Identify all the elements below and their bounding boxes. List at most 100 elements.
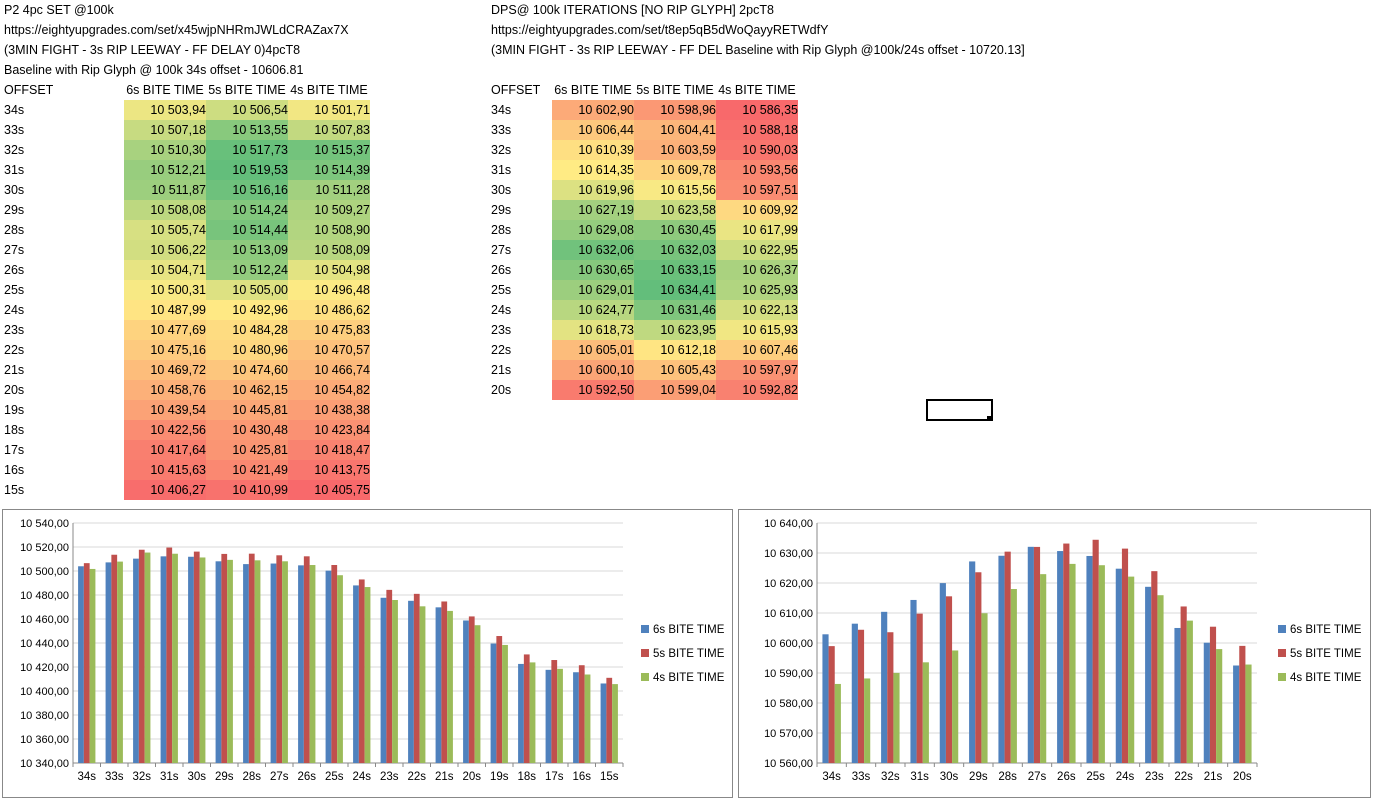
value-cell[interactable]: 10 509,27 [288, 200, 370, 220]
value-cell[interactable]: 10 590,03 [716, 140, 798, 160]
value-cell[interactable]: 10 607,46 [716, 340, 798, 360]
value-cell[interactable]: 10 512,24 [206, 260, 288, 280]
value-cell[interactable]: 10 606,44 [552, 120, 634, 140]
bar[interactable] [1157, 595, 1164, 763]
bar[interactable] [893, 672, 900, 763]
offset-cell[interactable]: 21s [491, 363, 512, 377]
value-cell[interactable]: 10 633,15 [634, 260, 716, 280]
value-cell[interactable]: 10 510,30 [124, 140, 206, 160]
value-cell[interactable]: 10 610,39 [552, 140, 634, 160]
bar[interactable] [1216, 649, 1223, 763]
bar[interactable] [353, 585, 359, 763]
value-cell[interactable]: 10 603,59 [634, 140, 716, 160]
value-cell[interactable]: 10 634,41 [634, 280, 716, 300]
value-cell[interactable]: 10 486,62 [288, 300, 370, 320]
bar[interactable] [1209, 626, 1217, 763]
header-5s[interactable]: 5s BITE TIME [208, 83, 286, 97]
value-cell[interactable]: 10 423,84 [288, 420, 370, 440]
bar[interactable] [573, 672, 579, 763]
value-cell[interactable]: 10 505,00 [206, 280, 288, 300]
bar[interactable] [998, 555, 1005, 763]
bar[interactable] [612, 684, 618, 763]
bar[interactable] [975, 572, 982, 763]
bar[interactable] [981, 613, 988, 763]
offset-cell[interactable]: 30s [4, 183, 25, 197]
bar[interactable] [969, 561, 976, 763]
offset-cell[interactable]: 16s [4, 463, 25, 477]
value-cell[interactable]: 10 618,73 [552, 320, 634, 340]
value-cell[interactable]: 10 517,73 [206, 140, 288, 160]
offset-cell[interactable]: 20s [491, 383, 512, 397]
bar[interactable] [557, 668, 563, 763]
value-cell[interactable]: 10 623,58 [634, 200, 716, 220]
value-cell[interactable]: 10 630,45 [634, 220, 716, 240]
value-cell[interactable]: 10 438,38 [288, 400, 370, 420]
value-cell[interactable]: 10 415,63 [124, 460, 206, 480]
left-title-line-4[interactable]: Baseline with Rip Glyph @ 100k 34s offse… [4, 63, 304, 77]
left-title-line-2[interactable]: https://eightyupgrades.com/set/x45wjpNHR… [4, 23, 349, 37]
value-cell[interactable]: 10 501,71 [288, 100, 370, 120]
offset-cell[interactable]: 28s [491, 223, 512, 237]
bar[interactable] [303, 556, 310, 763]
bar[interactable] [325, 570, 332, 763]
left-chart[interactable]: 10 340,00 10 360,00 10 380,00 10 400,00 10 4… [2, 509, 733, 798]
bar[interactable] [1069, 563, 1076, 763]
value-cell[interactable]: 10 627,19 [552, 200, 634, 220]
legend-label[interactable]: 5s BITE TIME [1290, 648, 1362, 660]
header-offset[interactable]: OFFSET [491, 83, 541, 97]
value-cell[interactable]: 10 508,08 [124, 200, 206, 220]
value-cell[interactable]: 10 514,39 [288, 160, 370, 180]
bar[interactable] [105, 562, 112, 763]
value-cell[interactable]: 10 511,87 [124, 180, 206, 200]
value-cell[interactable]: 10 475,83 [288, 320, 370, 340]
value-cell[interactable]: 10 511,28 [288, 180, 370, 200]
bar[interactable] [463, 620, 469, 763]
bar[interactable] [600, 683, 607, 763]
value-cell[interactable]: 10 614,35 [552, 160, 634, 180]
value-cell[interactable]: 10 406,27 [124, 480, 206, 500]
bar[interactable] [1151, 571, 1158, 763]
bar[interactable] [551, 660, 558, 763]
offset-cell[interactable]: 34s [491, 103, 512, 117]
offset-cell[interactable]: 17s [4, 443, 25, 457]
selected-cell[interactable] [926, 399, 993, 421]
value-cell[interactable]: 10 624,77 [552, 300, 634, 320]
value-cell[interactable]: 10 470,57 [288, 340, 370, 360]
value-cell[interactable]: 10 512,21 [124, 160, 206, 180]
bar[interactable] [172, 553, 178, 763]
value-cell[interactable]: 10 445,81 [206, 400, 288, 420]
right-title-line-1[interactable]: DPS@ 100k ITERATIONS [NO RIP GLYPH] 2pcT… [491, 3, 774, 17]
offset-cell[interactable]: 31s [491, 163, 512, 177]
value-cell[interactable]: 10 480,96 [206, 340, 288, 360]
value-cell[interactable]: 10 605,01 [552, 340, 634, 360]
bar[interactable] [166, 547, 173, 763]
bar[interactable] [523, 654, 530, 763]
offset-cell[interactable]: 22s [4, 343, 25, 357]
bar[interactable] [828, 646, 835, 763]
value-cell[interactable]: 10 430,48 [206, 420, 288, 440]
bar[interactable] [447, 610, 453, 763]
offset-cell[interactable]: 33s [491, 123, 512, 137]
value-cell[interactable]: 10 515,37 [288, 140, 370, 160]
bar[interactable] [1092, 539, 1099, 763]
value-cell[interactable]: 10 623,95 [634, 320, 716, 340]
value-cell[interactable]: 10 617,99 [716, 220, 798, 240]
bar[interactable] [1115, 568, 1122, 763]
bar[interactable] [857, 629, 865, 763]
value-cell[interactable]: 10 514,24 [206, 200, 288, 220]
bar[interactable] [822, 634, 829, 763]
right-title-line-3[interactable]: (3MIN FIGHT - 3s RIP LEEWAY - FF DEL Bas… [491, 43, 1025, 57]
fill-handle[interactable] [987, 416, 992, 421]
value-cell[interactable]: 10 612,18 [634, 340, 716, 360]
value-cell[interactable]: 10 602,90 [552, 100, 634, 120]
value-cell[interactable]: 10 466,74 [288, 360, 370, 380]
bar[interactable] [215, 561, 222, 763]
value-cell[interactable]: 10 615,56 [634, 180, 716, 200]
offset-cell[interactable]: 23s [4, 323, 25, 337]
bar[interactable] [408, 600, 414, 763]
bar[interactable] [364, 587, 371, 763]
offset-cell[interactable]: 23s [491, 323, 512, 337]
value-cell[interactable]: 10 503,94 [124, 100, 206, 120]
bar[interactable] [887, 632, 894, 763]
value-cell[interactable]: 10 629,08 [552, 220, 634, 240]
